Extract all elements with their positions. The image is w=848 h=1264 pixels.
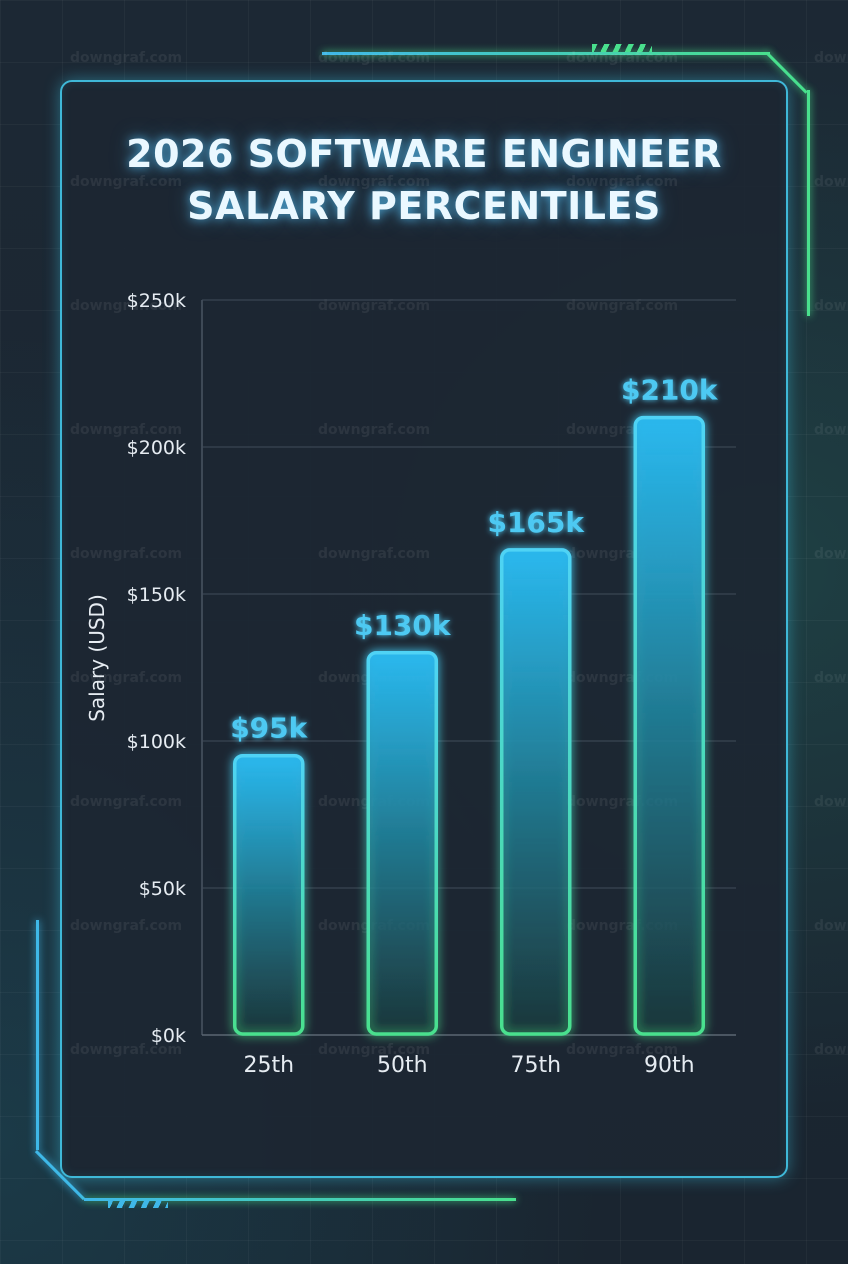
watermark-text: downgraf.com: [318, 50, 430, 66]
watermark-text: downgraf.com: [814, 794, 848, 810]
watermark-text: downgraf.com: [70, 918, 182, 934]
bar-value-label: $165k: [487, 506, 585, 539]
frame-accent-left: [36, 920, 39, 1150]
x-tick-label: 50th: [377, 1053, 428, 1078]
chart-title: 2026 SOFTWARE ENGINEER SALARY PERCENTILE…: [60, 128, 788, 232]
watermark-text: downgraf.com: [814, 670, 848, 686]
watermark-text: downgraf.com: [814, 1042, 848, 1058]
chart-title-line-1: 2026 SOFTWARE ENGINEER: [126, 132, 722, 176]
chart-title-line-2: SALARY PERCENTILES: [187, 184, 661, 228]
watermark-text: downgraf.com: [318, 1042, 430, 1058]
y-tick-label: $200k: [127, 437, 186, 459]
watermark-text: downgraf.com: [318, 422, 430, 438]
watermark-text: downgraf.com: [70, 670, 182, 686]
bar-25th: [233, 753, 305, 1036]
frame-dashes-top: [592, 44, 652, 52]
watermark-text: downgraf.com: [814, 918, 848, 934]
y-tick-label: $250k: [127, 290, 186, 312]
watermark-text: downgraf.com: [70, 422, 182, 438]
y-tick-label: $0k: [151, 1025, 186, 1047]
watermark-text: downgraf.com: [70, 546, 182, 562]
bar-value-label: $95k: [230, 712, 308, 745]
y-tick-label: $100k: [127, 731, 186, 753]
watermark-text: downgraf.com: [318, 546, 430, 562]
watermark-text: downgraf.com: [566, 50, 678, 66]
watermark-text: downgraf.com: [318, 174, 430, 190]
watermark-text: downgraf.com: [814, 174, 848, 190]
watermark-text: downgraf.com: [814, 546, 848, 562]
x-tick-label: 75th: [510, 1053, 561, 1078]
watermark-text: downgraf.com: [70, 298, 182, 314]
x-tick-label: 25th: [243, 1053, 294, 1078]
bar-50th: [366, 651, 438, 1036]
x-axis-ticks: 25th 50th 75th 90th: [243, 1053, 694, 1078]
y-tick-label: $50k: [139, 878, 186, 900]
bar-90th: [633, 415, 705, 1036]
frame-accent-top: [322, 52, 770, 55]
frame-accent-right: [807, 90, 810, 316]
y-tick-label: $150k: [127, 584, 186, 606]
frame-dashes-bottom: [108, 1200, 168, 1208]
bar-value-label: $130k: [354, 609, 452, 642]
watermark-text: downgraf.com: [566, 174, 678, 190]
bar-value-labels: $95k $130k $165k $210k: [230, 374, 719, 745]
watermark-text: downgraf.com: [70, 50, 182, 66]
bar-value-label: $210k: [621, 374, 719, 407]
frame-accent-bottom: [84, 1198, 516, 1201]
y-axis-ticks: $0k $50k $100k $150k $200k $250k: [127, 290, 186, 1047]
watermark-text: downgraf.com: [70, 1042, 182, 1058]
watermark-text: downgraf.com: [70, 794, 182, 810]
bars: [233, 415, 705, 1036]
watermark-text: downgraf.com: [566, 298, 678, 314]
watermark-text: downgraf.com: [70, 174, 182, 190]
watermark-text: downgraf.com: [318, 298, 430, 314]
x-tick-label: 90th: [644, 1053, 695, 1078]
watermark-text: downgraf.com: [814, 50, 848, 66]
watermark-layer: downgraf.com downgraf.com downgraf.com down…: [70, 50, 848, 1058]
watermark-text: downgraf.com: [814, 422, 848, 438]
watermark-text: downgraf.com: [566, 1042, 678, 1058]
y-axis-label: Salary (USD): [85, 594, 109, 722]
bar-75th: [500, 548, 572, 1036]
watermark-text: downgraf.com: [814, 298, 848, 314]
